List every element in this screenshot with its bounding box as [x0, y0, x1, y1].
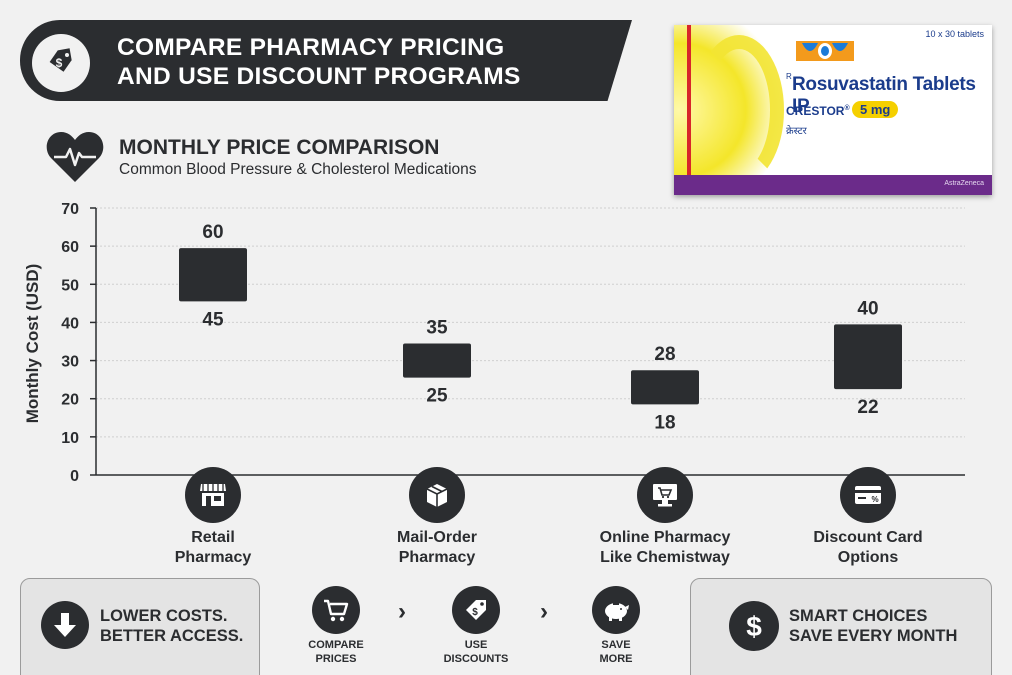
y-tick-label: 10	[61, 430, 79, 447]
y-tick-label: 60	[61, 239, 79, 256]
product-count: 10 x 30 tablets	[925, 29, 984, 39]
bar-low-label: 18	[654, 412, 675, 433]
header-banner	[20, 20, 632, 101]
step-discounts-line2: DISCOUNTS	[443, 653, 509, 665]
bar-high-label: 35	[426, 318, 448, 339]
category-label: Online Pharmacy Like Chemistway	[565, 528, 765, 568]
footer-right-line2: SAVE EVERY MONTH	[789, 627, 958, 645]
brand-logo-icon	[796, 41, 854, 61]
product-name: Rosuvastatin Tablets IP	[792, 74, 976, 117]
product-brand-text: CRESTOR	[786, 104, 845, 118]
piggy-bank-icon	[592, 586, 640, 634]
range-bar	[631, 370, 699, 405]
discount-card-icon: %	[840, 467, 896, 523]
cart-icon	[312, 586, 360, 634]
y-axis-ticks: 0 10 20 30 40 50 60 70	[61, 201, 96, 485]
bar-high-label: 40	[857, 298, 878, 319]
category-label-line2: Like Chemistway	[600, 549, 730, 566]
page-title: COMPARE PHARMACY PRICING AND USE DISCOUN…	[117, 33, 587, 91]
y-tick-label: 70	[61, 201, 79, 218]
chevron-right-icon: ›	[540, 598, 548, 625]
category-label-line2: Pharmacy	[398, 549, 476, 566]
footer-left-line1: LOWER COSTS.	[100, 607, 228, 625]
category-label: Discount Card Options	[768, 528, 968, 568]
y-tick-label: 40	[61, 315, 79, 332]
category-label-line1: Online Pharmacy	[599, 529, 731, 546]
footer-right-text: SMART CHOICES SAVE EVERY MONTH	[789, 606, 989, 646]
price-range-chart: 0 10 20 30 40 50 60 70 Monthly Cost (USD) 60 45 3…	[23, 201, 965, 485]
y-axis-label: Monthly Cost (USD)	[23, 264, 42, 424]
shopping-cart-monitor-icon	[637, 467, 693, 523]
category-label-line1: Retail	[191, 529, 235, 546]
bar-low-label: 25	[426, 386, 448, 407]
bar-low-label: 45	[202, 309, 224, 330]
y-tick-label: 20	[61, 392, 79, 409]
footer-left-text: LOWER COSTS. BETTER ACCESS.	[100, 606, 260, 646]
section-title: MONTHLY PRICE COMPARISON	[119, 136, 440, 159]
range-bar	[179, 248, 247, 302]
category-label: Mail-Order Pharmacy	[337, 528, 537, 568]
chart-bars: 60 45 35 25 28 18 40 22	[179, 222, 902, 433]
product-box-image: 10 x 30 tablets R Rosuvastatin Tablets I…	[674, 25, 992, 195]
chart-grid	[96, 207, 965, 438]
range-bar	[403, 343, 471, 378]
bar-high-label: 28	[654, 344, 675, 365]
yellow-swirl-ring	[694, 35, 784, 185]
purple-band	[674, 175, 992, 195]
page-title-line1: COMPARE PHARMACY PRICING	[117, 34, 505, 61]
step-save-label: SAVE MORE	[571, 638, 661, 666]
bar-low-label: 22	[857, 397, 878, 418]
svg-text:%: %	[871, 495, 878, 504]
footer-right-line1: SMART CHOICES	[789, 607, 928, 625]
product-dose: 5 mg	[852, 101, 899, 118]
dollar-icon: $	[729, 601, 779, 651]
step-save-line1: SAVE	[601, 639, 631, 651]
arrow-down-icon	[41, 601, 89, 649]
page-title-line2: AND USE DISCOUNT PROGRAMS	[117, 63, 521, 90]
rx-symbol: R	[786, 72, 792, 81]
category-label-line1: Mail-Order	[396, 529, 477, 546]
product-hindi-name: क्रेस्टर	[786, 126, 807, 137]
category-label-line2: Pharmacy	[174, 549, 252, 566]
svg-text:$: $	[746, 611, 762, 642]
y-tick-label: 50	[61, 277, 79, 294]
storefront-icon	[185, 467, 241, 523]
chevron-right-icon: ›	[398, 598, 406, 625]
step-discounts-label: USE DISCOUNTS	[431, 638, 521, 666]
package-box-icon	[409, 467, 465, 523]
svg-text:$: $	[56, 56, 63, 70]
range-bar	[834, 324, 902, 390]
category-label-line1: Discount Card	[813, 529, 923, 546]
step-save-line2: MORE	[599, 653, 633, 665]
heart-pulse-icon	[46, 132, 104, 182]
step-discounts-line1: USE	[464, 639, 488, 651]
section-subtitle: Common Blood Pressure & Cholesterol Medi…	[119, 161, 477, 178]
step-compare-label: COMPARE PRICES	[291, 638, 381, 666]
step-compare-line1: COMPARE	[308, 639, 364, 651]
y-tick-label: 0	[70, 468, 79, 485]
red-stripe	[687, 25, 691, 195]
bar-high-label: 60	[202, 222, 223, 243]
category-label: Retail Pharmacy	[113, 528, 313, 568]
product-brand: CRESTOR®	[786, 104, 850, 118]
discount-tag-icon: $	[452, 586, 500, 634]
footer-left-line2: BETTER ACCESS.	[100, 627, 244, 645]
svg-text:$: $	[472, 607, 478, 618]
product-maker: AstraZeneca	[944, 180, 984, 187]
y-tick-label: 30	[61, 354, 79, 371]
step-compare-line2: PRICES	[315, 653, 357, 665]
category-label-line2: Options	[837, 549, 899, 566]
price-tag-icon: $	[32, 34, 90, 92]
